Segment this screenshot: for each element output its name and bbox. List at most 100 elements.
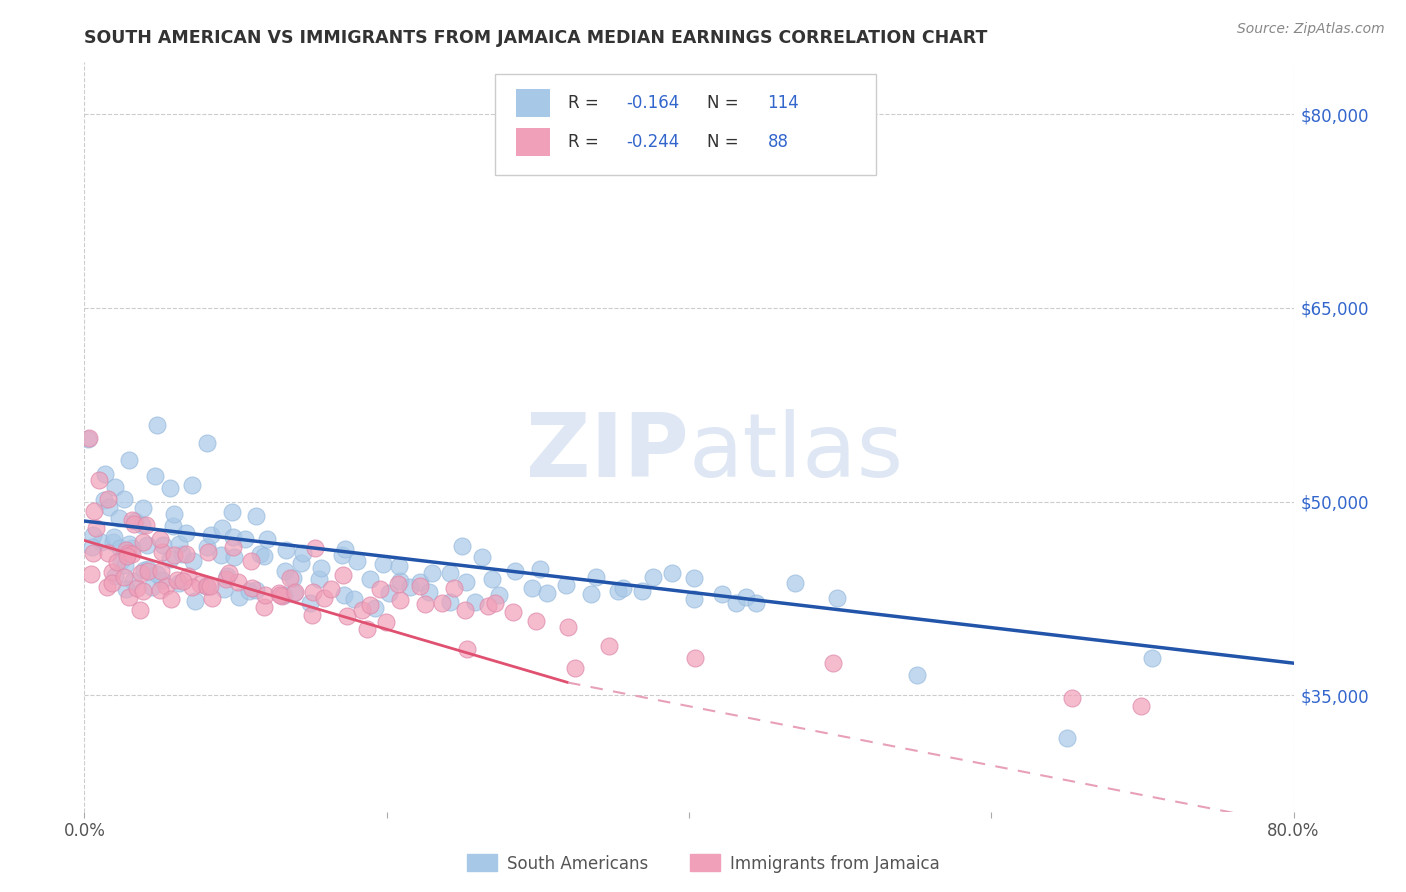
Point bbox=[245, 508, 267, 523]
Point bbox=[104, 479, 127, 493]
Point bbox=[598, 639, 620, 653]
Point bbox=[96, 492, 118, 507]
Point bbox=[502, 605, 524, 619]
Point bbox=[301, 607, 323, 622]
Point bbox=[464, 595, 486, 609]
Point bbox=[641, 570, 664, 584]
Point bbox=[443, 581, 465, 595]
Text: SOUTH AMERICAN VS IMMIGRANTS FROM JAMAICA MEDIAN EARNINGS CORRELATION CHART: SOUTH AMERICAN VS IMMIGRANTS FROM JAMAIC… bbox=[84, 29, 988, 47]
Point bbox=[82, 546, 104, 560]
Point bbox=[83, 504, 105, 518]
Point bbox=[124, 514, 146, 528]
Point bbox=[201, 591, 224, 605]
Point bbox=[87, 473, 110, 487]
Point bbox=[218, 566, 240, 580]
Point bbox=[110, 554, 132, 568]
Point bbox=[118, 453, 141, 467]
Point bbox=[141, 580, 163, 594]
Point bbox=[94, 467, 117, 482]
Point bbox=[398, 580, 420, 594]
Point bbox=[105, 555, 128, 569]
Point bbox=[200, 527, 222, 541]
Point bbox=[112, 492, 135, 507]
Point bbox=[129, 603, 152, 617]
Point bbox=[114, 582, 136, 596]
Point bbox=[159, 481, 181, 495]
Point bbox=[821, 656, 844, 670]
Point bbox=[439, 566, 461, 580]
Point bbox=[152, 574, 174, 588]
Text: -0.164: -0.164 bbox=[626, 94, 679, 112]
Point bbox=[238, 583, 260, 598]
Point bbox=[198, 578, 221, 592]
Point bbox=[579, 587, 602, 601]
Text: N =: N = bbox=[707, 94, 744, 112]
Point bbox=[269, 588, 291, 602]
Point bbox=[387, 577, 409, 591]
Point bbox=[195, 578, 218, 592]
Point bbox=[375, 615, 398, 629]
Point bbox=[350, 603, 373, 617]
Point bbox=[356, 622, 378, 636]
Point bbox=[368, 582, 391, 596]
Point bbox=[80, 540, 103, 554]
Point bbox=[554, 577, 576, 591]
Point bbox=[274, 564, 297, 578]
Point bbox=[117, 549, 139, 564]
Point bbox=[177, 569, 200, 583]
Point bbox=[249, 547, 271, 561]
Point bbox=[269, 585, 291, 599]
Text: R =: R = bbox=[568, 133, 605, 151]
Point bbox=[222, 549, 245, 564]
Point bbox=[290, 556, 312, 570]
Point bbox=[557, 620, 579, 634]
Point bbox=[132, 535, 155, 549]
Point bbox=[524, 614, 547, 628]
Point bbox=[114, 542, 136, 557]
Text: 114: 114 bbox=[768, 94, 799, 112]
Point bbox=[343, 592, 366, 607]
Text: N =: N = bbox=[707, 133, 744, 151]
Point bbox=[364, 601, 387, 615]
Point bbox=[149, 582, 172, 597]
Point bbox=[188, 577, 211, 591]
Point bbox=[183, 594, 205, 608]
Point bbox=[359, 572, 381, 586]
Point bbox=[163, 548, 186, 562]
Point bbox=[131, 566, 153, 580]
Point bbox=[481, 572, 503, 586]
Point bbox=[221, 505, 243, 519]
Point bbox=[413, 597, 436, 611]
Point bbox=[312, 591, 335, 606]
Point bbox=[163, 507, 186, 521]
Point bbox=[149, 532, 172, 546]
Point bbox=[174, 526, 197, 541]
Point bbox=[454, 603, 477, 617]
Point bbox=[97, 546, 120, 560]
Point bbox=[330, 548, 353, 562]
Point bbox=[371, 557, 394, 571]
Point bbox=[273, 588, 295, 602]
Point bbox=[378, 586, 401, 600]
Text: atlas: atlas bbox=[689, 409, 904, 496]
Point bbox=[98, 500, 121, 514]
Text: 88: 88 bbox=[768, 133, 789, 151]
Point bbox=[432, 596, 454, 610]
Point bbox=[101, 565, 124, 579]
Point bbox=[388, 574, 411, 589]
Text: R =: R = bbox=[568, 94, 605, 112]
Point bbox=[488, 588, 510, 602]
Point bbox=[180, 478, 202, 492]
Point bbox=[96, 580, 118, 594]
Point bbox=[146, 418, 169, 433]
Point bbox=[132, 563, 155, 577]
Point bbox=[477, 599, 499, 614]
Text: -0.244: -0.244 bbox=[626, 133, 679, 151]
Point bbox=[132, 584, 155, 599]
Point bbox=[1130, 698, 1153, 713]
Point bbox=[520, 581, 543, 595]
Point bbox=[131, 500, 153, 515]
Point bbox=[359, 598, 381, 612]
Point bbox=[302, 584, 325, 599]
Point bbox=[211, 521, 233, 535]
